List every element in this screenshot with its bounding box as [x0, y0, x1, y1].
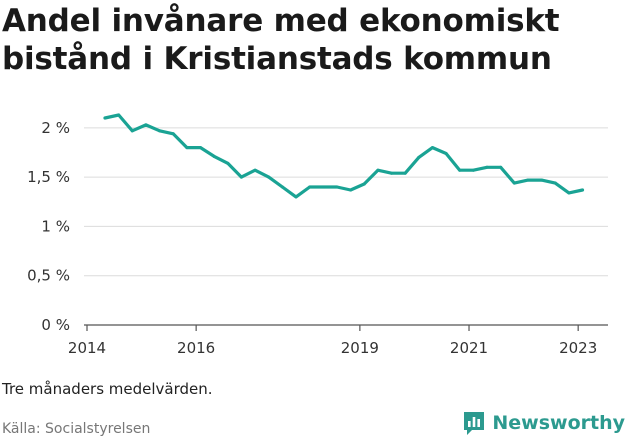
- series-line: [103, 113, 585, 199]
- x-axis: 2014 2016 2019 2021 2023: [68, 324, 608, 357]
- data-point: [335, 185, 339, 189]
- series-layer: [103, 113, 585, 199]
- y-tick-label: 1 %: [41, 217, 70, 235]
- y-tick-label: 2 %: [41, 119, 70, 137]
- data-point: [294, 195, 298, 199]
- data-point: [349, 188, 353, 192]
- data-point: [267, 175, 271, 179]
- data-point: [567, 191, 571, 195]
- x-tick-label: 2023: [559, 339, 597, 357]
- x-tick-label: 2014: [68, 339, 106, 357]
- data-point: [199, 146, 203, 150]
- data-point: [430, 146, 434, 150]
- data-point: [144, 123, 148, 127]
- data-point: [499, 165, 503, 169]
- y-tick-label: 0,5 %: [27, 267, 70, 285]
- data-point: [253, 168, 257, 172]
- data-point: [130, 129, 134, 133]
- data-point: [117, 113, 121, 117]
- data-point: [458, 168, 462, 172]
- data-point: [390, 171, 394, 175]
- data-point: [471, 168, 475, 172]
- data-point: [321, 185, 325, 189]
- data-point: [171, 132, 175, 136]
- data-point: [553, 181, 557, 185]
- chart-title: Andel invånare med ekonomiskt bistånd i …: [2, 3, 560, 77]
- x-tick-label: 2019: [341, 339, 379, 357]
- data-point: [444, 151, 448, 155]
- data-point: [212, 154, 216, 158]
- grid-lines: [84, 127, 608, 277]
- bar-chart-logo-icon: [464, 412, 485, 435]
- data-point: [403, 171, 407, 175]
- data-point: [417, 155, 421, 159]
- y-axis-tick-labels: 0 % 0,5 % 1 % 1,5 % 2 %: [27, 119, 70, 334]
- data-point: [226, 161, 230, 165]
- data-point: [376, 168, 380, 172]
- x-tick-label: 2016: [177, 339, 215, 357]
- data-point: [485, 165, 489, 169]
- x-tick-label: 2021: [450, 339, 488, 357]
- y-tick-label: 1,5 %: [27, 168, 70, 186]
- data-point: [239, 175, 243, 179]
- data-point: [158, 129, 162, 133]
- brand-name: Newsworthy: [492, 412, 625, 434]
- y-tick-label: 0 %: [41, 316, 70, 334]
- data-point: [308, 185, 312, 189]
- data-point: [185, 146, 189, 150]
- brand-logo[interactable]: Newsworthy: [462, 408, 625, 438]
- data-point: [526, 178, 530, 182]
- chart-note: Tre månaders medelvärden.: [2, 380, 213, 398]
- data-point: [581, 188, 585, 192]
- data-point: [280, 185, 284, 189]
- data-point: [540, 178, 544, 182]
- data-point: [103, 116, 107, 120]
- data-point: [362, 182, 366, 186]
- source-label: Källa: Socialstyrelsen: [2, 421, 151, 437]
- data-point: [512, 181, 516, 185]
